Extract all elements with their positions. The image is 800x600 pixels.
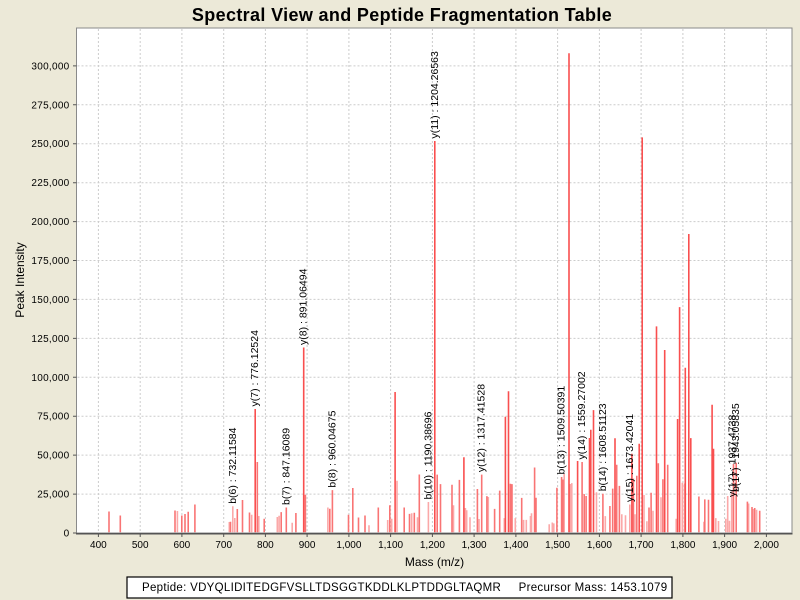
svg-text:1,100: 1,100 (378, 540, 403, 551)
svg-text:175,000: 175,000 (31, 256, 69, 267)
svg-text:125,000: 125,000 (31, 334, 69, 345)
svg-text:b(8) : 960.04675: b(8) : 960.04675 (326, 410, 338, 487)
svg-text:500: 500 (132, 540, 149, 551)
svg-text:400: 400 (90, 540, 107, 551)
svg-text:Peptide: VDYQLIDITEDGFVSLLTDSG: Peptide: VDYQLIDITEDGFVSLLTDSGGTKDDLKLPT… (142, 582, 667, 594)
svg-text:1,400: 1,400 (503, 540, 528, 551)
svg-text:600: 600 (174, 540, 191, 551)
svg-text:Peak Intensity: Peak Intensity (13, 242, 27, 317)
svg-text:1,900: 1,900 (712, 540, 737, 551)
svg-text:b(17) : 1943.05835: b(17) : 1943.05835 (730, 403, 742, 492)
svg-text:y(12) : 1317.41528: y(12) : 1317.41528 (476, 384, 488, 472)
svg-text:Mass (m/z): Mass (m/z) (405, 555, 464, 569)
svg-text:900: 900 (299, 540, 316, 551)
svg-text:275,000: 275,000 (31, 100, 69, 111)
svg-text:b(10) : 1190.38696: b(10) : 1190.38696 (422, 411, 434, 499)
svg-text:y(17) : 1937.4738: y(17) : 1937.4738 (727, 415, 739, 497)
svg-text:25,000: 25,000 (37, 490, 69, 501)
svg-text:b(7) : 847.16089: b(7) : 847.16089 (280, 428, 292, 505)
svg-text:100,000: 100,000 (31, 373, 69, 384)
svg-text:b(6) : 732.11584: b(6) : 732.11584 (227, 427, 239, 503)
svg-text:y(7) : 776.12524: y(7) : 776.12524 (249, 330, 261, 407)
svg-text:700: 700 (215, 540, 232, 551)
svg-text:y(8) : 891.06494: y(8) : 891.06494 (298, 268, 310, 345)
svg-text:y(11) : 1204.26563: y(11) : 1204.26563 (429, 51, 441, 139)
svg-text:150,000: 150,000 (31, 295, 69, 306)
svg-text:1,600: 1,600 (587, 540, 612, 551)
svg-text:800: 800 (257, 540, 274, 551)
svg-text:2,000: 2,000 (754, 540, 779, 551)
svg-text:1,500: 1,500 (545, 540, 570, 551)
svg-text:1,300: 1,300 (462, 540, 487, 551)
svg-text:250,000: 250,000 (31, 139, 69, 150)
svg-text:b(13) : 1509.50391: b(13) : 1509.50391 (556, 386, 568, 475)
svg-text:75,000: 75,000 (37, 412, 69, 423)
svg-text:200,000: 200,000 (31, 217, 69, 228)
svg-text:0: 0 (64, 529, 70, 540)
svg-text:300,000: 300,000 (31, 61, 69, 72)
svg-text:1,200: 1,200 (420, 540, 445, 551)
svg-text:225,000: 225,000 (31, 178, 69, 189)
svg-text:1,800: 1,800 (670, 540, 695, 551)
svg-text:y(14) : 1559.27002: y(14) : 1559.27002 (576, 371, 588, 459)
svg-text:b(14) : 1608.51123: b(14) : 1608.51123 (597, 403, 609, 491)
svg-text:Spectral View and Peptide Frag: Spectral View and Peptide Fragmentation … (192, 5, 612, 25)
svg-text:1,700: 1,700 (629, 540, 654, 551)
svg-text:y(15) : 1673.42041: y(15) : 1673.42041 (624, 414, 636, 502)
svg-text:50,000: 50,000 (37, 451, 69, 462)
svg-text:1,000: 1,000 (336, 540, 361, 551)
